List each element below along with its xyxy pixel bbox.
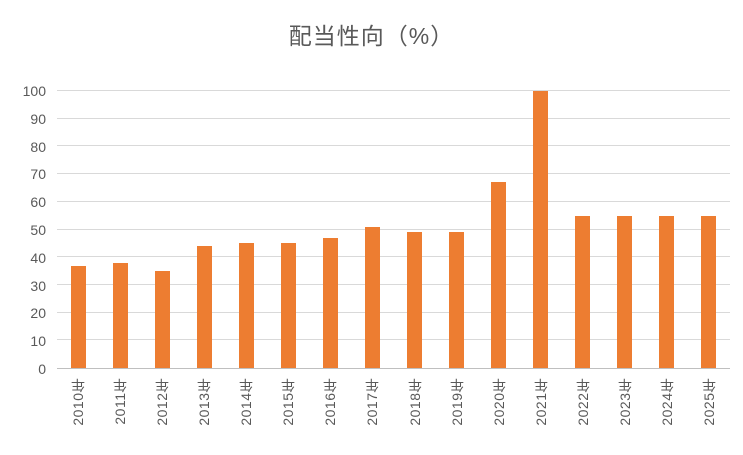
- x-tick-slot: 2023年: [604, 378, 646, 455]
- y-tick-label: 40: [30, 249, 46, 266]
- gridline: [57, 90, 730, 91]
- bar-slot: [604, 91, 646, 368]
- gridline: [57, 283, 730, 285]
- x-tick-label: 2010年: [70, 378, 87, 426]
- x-tick-slot: 2021年: [520, 378, 562, 455]
- y-tick-label: 30: [30, 277, 46, 294]
- bar-slot: [309, 91, 351, 368]
- bar-slot: [436, 91, 478, 368]
- bar-2018年: [407, 232, 423, 368]
- gridline: [57, 200, 730, 202]
- bar-2025年: [701, 215, 717, 368]
- y-tick-label: 0: [38, 361, 46, 377]
- bar-slot: [267, 91, 309, 368]
- y-tick-label: 80: [30, 138, 46, 155]
- gridline: [57, 339, 730, 341]
- x-tick-label: 2024年: [658, 378, 675, 426]
- bar-2024年: [659, 215, 675, 368]
- y-tick-label: 90: [30, 110, 46, 127]
- x-tick-slot: 2024年: [646, 378, 688, 455]
- x-tick-slot: 2016年: [309, 378, 351, 455]
- bar-slot: [351, 91, 393, 368]
- gridline: [57, 311, 730, 313]
- bar-2021年: [533, 91, 549, 368]
- y-axis: 0 10 20 30 40 50 60 70 80 90 100: [0, 84, 46, 376]
- y-tick-label: 100: [22, 83, 46, 99]
- x-tick-slot: 2019年: [436, 378, 478, 455]
- bar-2013年: [196, 246, 212, 368]
- x-tick-label: 2017年: [364, 378, 381, 426]
- bar-2020年: [491, 182, 507, 368]
- x-tick-label: 2016年: [322, 378, 339, 426]
- x-tick-label: 2011年: [112, 378, 129, 425]
- x-tick-slot: 2010年: [57, 378, 99, 455]
- x-tick-slot: 2020年: [478, 378, 520, 455]
- bar-slot: [141, 91, 183, 368]
- x-tick-label: 2018年: [406, 378, 423, 426]
- bar-2012年: [154, 271, 170, 368]
- gridline: [57, 145, 730, 147]
- chart-title: 配当性向（%）: [288, 23, 455, 49]
- y-tick-label: 20: [30, 305, 46, 322]
- x-tick-label: 2019年: [448, 378, 465, 426]
- x-tick-label: 2013年: [196, 378, 213, 426]
- bar-slot: [225, 91, 267, 368]
- x-tick-slot: 2017年: [351, 378, 393, 455]
- bar-slot: [183, 91, 225, 368]
- x-tick-slot: 2022年: [562, 378, 604, 455]
- bar-2023年: [617, 215, 633, 368]
- bar-slot: [688, 91, 730, 368]
- bar-2019年: [449, 232, 465, 368]
- y-tick-label: 70: [30, 166, 46, 183]
- bar-slot: [99, 91, 141, 368]
- y-tick-label: 60: [30, 194, 46, 211]
- bars-row: [57, 91, 730, 368]
- bar-slot: [478, 91, 520, 368]
- gridline: [57, 117, 730, 119]
- x-tick-label: 2022年: [574, 378, 591, 426]
- x-tick-slot: 2018年: [394, 378, 436, 455]
- bar-2011年: [112, 262, 128, 368]
- bar-2014年: [238, 243, 254, 368]
- bar-2022年: [575, 215, 591, 368]
- bar-2016年: [322, 237, 338, 368]
- x-tick-slot: 2013年: [183, 378, 225, 455]
- x-tick-label: 2021年: [532, 378, 549, 426]
- bar-slot: [646, 91, 688, 368]
- bar-slot: [520, 91, 562, 368]
- bar-2015年: [280, 243, 296, 368]
- bar-2017年: [364, 226, 380, 368]
- x-tick-slot: 2014年: [225, 378, 267, 455]
- x-tick-slot: 2025年: [688, 378, 730, 455]
- bar-2010年: [70, 265, 86, 368]
- x-tick-label: 2020年: [490, 378, 507, 426]
- x-tick-label: 2012年: [154, 378, 171, 426]
- x-axis: 2010年 2011年 2012年 2013年 2014年 2015年 2016年 2017年…: [57, 378, 730, 455]
- gridline: [57, 173, 730, 175]
- bar-slot: [57, 91, 99, 368]
- x-tick-slot: 2011年: [99, 378, 141, 455]
- x-tick-label: 2015年: [280, 378, 297, 426]
- x-tick-label: 2025年: [700, 378, 717, 426]
- bar-slot: [562, 91, 604, 368]
- plot-area: [57, 90, 730, 369]
- x-tick-label: 2023年: [616, 378, 633, 426]
- gridline: [57, 228, 730, 230]
- x-tick-slot: 2012年: [141, 378, 183, 455]
- x-tick-slot: 2015年: [267, 378, 309, 455]
- y-tick-label: 10: [30, 333, 46, 350]
- x-tick-label: 2014年: [238, 378, 255, 426]
- y-tick-label: 50: [30, 222, 46, 238]
- gridline: [57, 256, 730, 258]
- bar-slot: [394, 91, 436, 368]
